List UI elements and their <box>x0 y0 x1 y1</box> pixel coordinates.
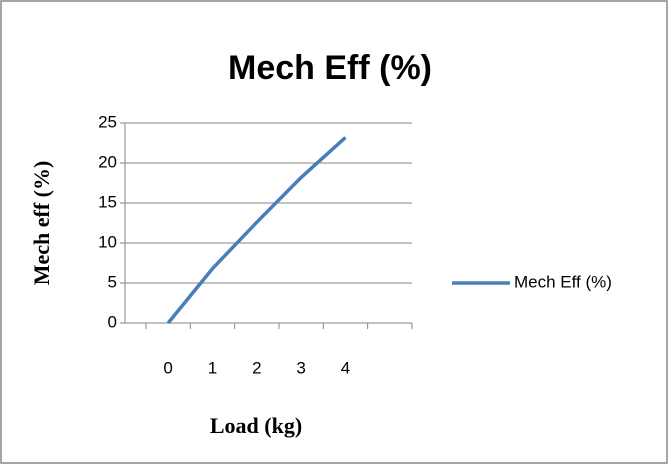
y-tick-label: 15 <box>98 192 117 211</box>
y-tick-label: 20 <box>98 152 117 171</box>
y-tick-label: 5 <box>108 272 117 291</box>
series-line <box>166 136 347 325</box>
x-axis-title: Load (kg) <box>210 413 302 438</box>
y-tick-label: 25 <box>98 112 117 131</box>
y-tick-label: 0 <box>108 312 117 331</box>
y-axis-title: Mech eff (%) <box>29 161 54 286</box>
x-tick-label: 0 <box>163 358 172 377</box>
chart-title: Mech Eff (%) <box>228 49 432 87</box>
x-tick-label: 3 <box>296 358 305 377</box>
x-tick-label: 1 <box>208 358 217 377</box>
y-tick-label: 10 <box>98 232 117 251</box>
x-tick-label: 2 <box>252 358 261 377</box>
x-tick-label: 4 <box>341 358 350 377</box>
legend-label: Mech Eff (%) <box>514 272 612 291</box>
